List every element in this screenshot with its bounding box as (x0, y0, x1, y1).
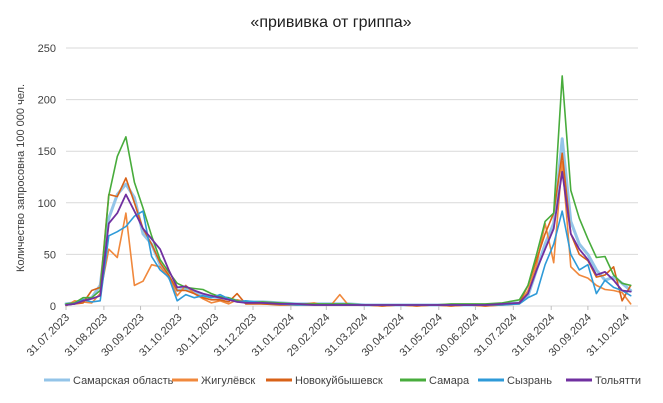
legend: Самарская область Жигулёвск Новокуйбышевск… (44, 375, 641, 387)
legend-label: Тольятти (595, 375, 641, 387)
legend-label: Самара (429, 375, 470, 387)
series-line-2 (65, 152, 632, 307)
series-line-0 (64, 137, 633, 307)
y-tick-label: 250 (38, 43, 56, 55)
chart-title: «прививка от гриппа» (250, 14, 411, 31)
legend-label: Сызрань (507, 375, 552, 387)
x-axis: 31.07.202331.08.202330.09.202331.10.2023… (25, 306, 632, 359)
series-line-5 (65, 170, 632, 306)
series-line-3 (65, 75, 632, 306)
y-axis-label: Количество запросовна 100 000 чел. (15, 84, 27, 272)
y-tick-label: 200 (38, 95, 56, 107)
y-tick-label: 150 (38, 146, 56, 158)
legend-label: Новокуйбышевск (295, 375, 383, 387)
grid-lines (66, 47, 638, 307)
y-tick-label: 0 (50, 301, 56, 313)
legend-label: Жигулёвск (201, 375, 255, 387)
y-tick-label: 100 (38, 198, 56, 210)
y-axis-ticks: 0 50 100 150 200 250 (38, 43, 56, 313)
series-lines (64, 75, 633, 307)
y-tick-label: 50 (44, 249, 56, 261)
legend-label: Самарская область (73, 375, 174, 387)
